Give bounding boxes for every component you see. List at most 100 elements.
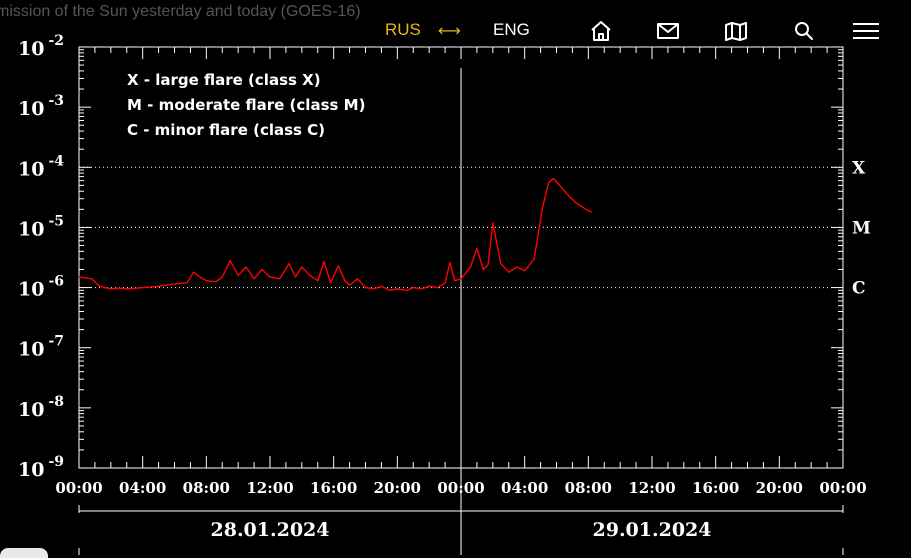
flux-point	[229, 260, 231, 262]
flux-point	[487, 264, 489, 266]
y-tick-label: 10 -2	[18, 33, 64, 60]
flux-point	[186, 282, 188, 284]
flux-point	[193, 271, 195, 273]
flux-point	[508, 271, 510, 273]
flux-point	[412, 287, 414, 289]
legend-entry: C - minor flare (class C)	[127, 121, 325, 139]
flux-point	[470, 266, 472, 268]
lang-rus-link[interactable]: RUS	[385, 20, 421, 39]
flux-point	[253, 278, 255, 280]
flux-point	[533, 258, 535, 260]
flux-point	[126, 288, 128, 290]
flux-point	[337, 265, 339, 267]
y-tick-label: 10 -5	[18, 213, 64, 240]
flux-point	[344, 280, 346, 282]
flux-point	[199, 276, 201, 278]
menu-icon[interactable]	[852, 19, 880, 43]
flux-point	[91, 278, 93, 280]
flux-point	[492, 222, 494, 224]
flux-point	[406, 289, 408, 291]
class-level-label: M	[852, 218, 871, 238]
y-tick-label: 10 -4	[18, 153, 64, 180]
flux-point	[428, 285, 430, 287]
flux-point	[444, 282, 446, 284]
flux-point	[372, 288, 375, 290]
flux-point	[205, 280, 207, 282]
flux-point	[476, 247, 478, 249]
flux-point	[221, 276, 223, 278]
x-tick-label: 08:00	[565, 479, 612, 497]
x-tick-label: 00:00	[819, 479, 866, 497]
x-tick-label: 12:00	[246, 479, 293, 497]
y-tick-label: 10 -8	[18, 394, 64, 421]
flux-point	[420, 288, 422, 290]
y-tick-label: 10 -6	[18, 274, 64, 301]
flux-point	[97, 284, 99, 286]
flux-point	[541, 208, 543, 210]
flux-point	[349, 284, 351, 286]
flux-point	[103, 287, 106, 289]
flux-point	[142, 287, 144, 289]
lang-eng-link[interactable]: ENG	[493, 20, 530, 39]
flux-point	[118, 287, 120, 289]
flux-point	[134, 287, 136, 289]
flux-point	[552, 177, 554, 180]
x-tick-label: 08:00	[183, 479, 230, 497]
flux-point	[309, 274, 311, 276]
flux-point	[547, 182, 550, 184]
flux-point	[567, 194, 569, 196]
flux-point	[237, 274, 239, 276]
date-label: 28.01.2024	[211, 519, 330, 541]
mail-icon[interactable]	[655, 19, 681, 43]
flux-point	[245, 266, 247, 268]
x-tick-label: 04:00	[119, 479, 166, 497]
flux-point	[323, 261, 325, 263]
x-tick-label: 16:00	[692, 479, 739, 497]
flux-point	[261, 268, 263, 271]
y-tick-label: 10 -7	[18, 334, 64, 361]
legend-entry: X - large flare (class X)	[127, 71, 321, 89]
flux-point	[329, 282, 332, 284]
home-icon[interactable]	[588, 19, 614, 43]
flux-point	[590, 211, 593, 213]
map-icon[interactable]	[723, 19, 749, 43]
x-tick-label: 20:00	[756, 479, 803, 497]
x-tick-label: 12:00	[628, 479, 675, 497]
flux-point	[460, 278, 462, 280]
flux-point	[454, 280, 456, 282]
flux-point	[587, 210, 589, 212]
flux-point	[317, 280, 319, 282]
flux-point	[110, 288, 112, 290]
x-tick-label: 20:00	[374, 479, 421, 497]
flux-point	[388, 289, 390, 291]
search-icon[interactable]	[791, 19, 817, 43]
y-tick-label: 10 -9	[18, 454, 64, 481]
flux-point	[288, 263, 290, 265]
flux-point	[581, 206, 583, 208]
date-label: 29.01.2024	[593, 519, 712, 541]
flux-point	[482, 268, 484, 271]
flux-point	[173, 283, 176, 285]
flux-point	[294, 276, 297, 278]
flux-point	[559, 184, 561, 186]
flux-point	[356, 278, 359, 280]
flux-point	[500, 263, 502, 265]
x-tick-label: 00:00	[55, 479, 102, 497]
feedback-tab[interactable]	[0, 548, 48, 558]
flux-point	[380, 285, 382, 287]
class-level-label: X	[852, 158, 866, 178]
flux-point	[524, 270, 526, 272]
y-tick-label: 10 -3	[18, 93, 64, 120]
chart-caption: mission of the Sun yesterday and today (…	[0, 3, 361, 20]
flux-point	[575, 201, 577, 204]
lang-switch-arrow[interactable]: ⟷	[438, 21, 461, 40]
class-level-label: C	[852, 279, 866, 299]
flux-point	[436, 287, 438, 289]
flux-point	[215, 281, 217, 283]
flux-point	[364, 287, 367, 289]
flux-point	[396, 288, 398, 290]
flux-point	[269, 276, 271, 278]
flux-point	[449, 262, 451, 264]
flux-point	[158, 285, 160, 287]
